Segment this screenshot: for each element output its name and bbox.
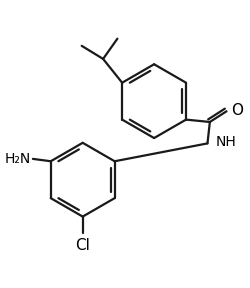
Text: NH: NH	[216, 135, 236, 149]
Text: O: O	[231, 103, 243, 118]
Text: H₂N: H₂N	[4, 152, 30, 166]
Text: Cl: Cl	[75, 238, 90, 253]
